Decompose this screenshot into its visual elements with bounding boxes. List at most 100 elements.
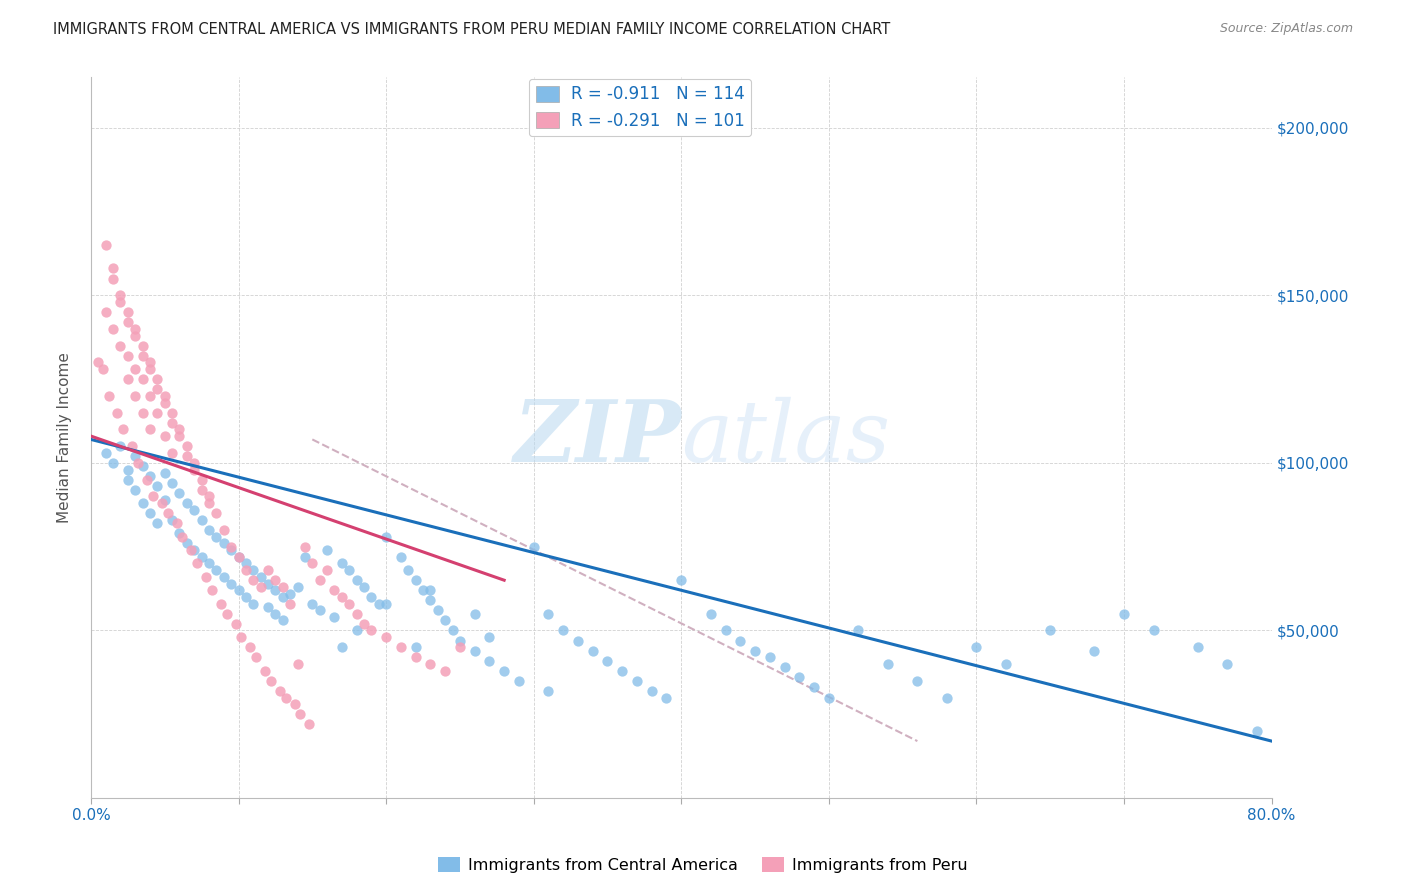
Point <box>375 530 398 544</box>
Point <box>219 543 242 558</box>
Point <box>166 516 188 531</box>
Point <box>160 475 183 490</box>
Point <box>1039 624 1062 638</box>
Point <box>730 633 752 648</box>
Point <box>131 349 153 363</box>
Point <box>121 439 143 453</box>
Point <box>773 660 796 674</box>
Point <box>183 462 205 476</box>
Point <box>537 607 560 621</box>
Point <box>110 439 132 453</box>
Point <box>131 406 153 420</box>
Point <box>290 707 312 722</box>
Point <box>139 469 162 483</box>
Point <box>117 462 139 476</box>
Point <box>876 657 898 671</box>
Point <box>449 640 471 655</box>
Point <box>131 459 153 474</box>
Point <box>153 395 176 409</box>
Point <box>346 607 368 621</box>
Point <box>965 640 987 655</box>
Point <box>360 624 382 638</box>
Point <box>153 389 176 403</box>
Point <box>136 473 159 487</box>
Point <box>239 640 262 655</box>
Point <box>190 513 212 527</box>
Point <box>396 563 419 577</box>
Point <box>160 406 183 420</box>
Point <box>124 362 146 376</box>
Point <box>190 483 212 497</box>
Point <box>153 492 176 507</box>
Point <box>298 717 321 731</box>
Point <box>316 543 339 558</box>
Point <box>110 295 132 310</box>
Point <box>153 429 176 443</box>
Point <box>264 607 287 621</box>
Point <box>205 530 228 544</box>
Point <box>180 543 202 558</box>
Point <box>209 597 232 611</box>
Point <box>464 643 486 657</box>
Point <box>225 616 247 631</box>
Point <box>935 690 957 705</box>
Point <box>278 597 301 611</box>
Point <box>91 362 114 376</box>
Point <box>146 406 169 420</box>
Point <box>353 616 375 631</box>
Point <box>434 614 457 628</box>
Point <box>274 690 297 705</box>
Point <box>257 576 280 591</box>
Point <box>389 640 412 655</box>
Point <box>190 473 212 487</box>
Point <box>905 673 928 688</box>
Point <box>1083 643 1105 657</box>
Point <box>419 657 441 671</box>
Point <box>169 429 191 443</box>
Point <box>1216 657 1239 671</box>
Point <box>112 422 135 436</box>
Point <box>405 650 427 665</box>
Point <box>360 590 382 604</box>
Point <box>117 372 139 386</box>
Point <box>426 603 449 617</box>
Point <box>405 573 427 587</box>
Point <box>759 650 782 665</box>
Point <box>124 328 146 343</box>
Point <box>231 630 253 644</box>
Point <box>172 530 194 544</box>
Point <box>142 490 165 504</box>
Point <box>553 624 575 638</box>
Point <box>700 607 723 621</box>
Point <box>405 640 427 655</box>
Point <box>146 516 169 531</box>
Point <box>146 479 169 493</box>
Point <box>353 580 375 594</box>
Point <box>567 633 589 648</box>
Point <box>146 382 169 396</box>
Point <box>139 389 162 403</box>
Text: ZIP: ZIP <box>513 396 682 480</box>
Point <box>1187 640 1209 655</box>
Point <box>287 580 309 594</box>
Point <box>139 506 162 520</box>
Point <box>264 573 287 587</box>
Point <box>183 503 205 517</box>
Point <box>195 570 218 584</box>
Point <box>198 490 221 504</box>
Text: atlas: atlas <box>682 396 890 479</box>
Point <box>242 597 264 611</box>
Y-axis label: Median Family Income: Median Family Income <box>58 352 72 524</box>
Point <box>582 643 605 657</box>
Point <box>160 416 183 430</box>
Point <box>1142 624 1164 638</box>
Point <box>254 664 277 678</box>
Point <box>249 570 271 584</box>
Point <box>671 573 693 587</box>
Point <box>714 624 737 638</box>
Point <box>789 670 811 684</box>
Point <box>537 683 560 698</box>
Point <box>330 640 353 655</box>
Point <box>287 657 309 671</box>
Point <box>94 238 117 252</box>
